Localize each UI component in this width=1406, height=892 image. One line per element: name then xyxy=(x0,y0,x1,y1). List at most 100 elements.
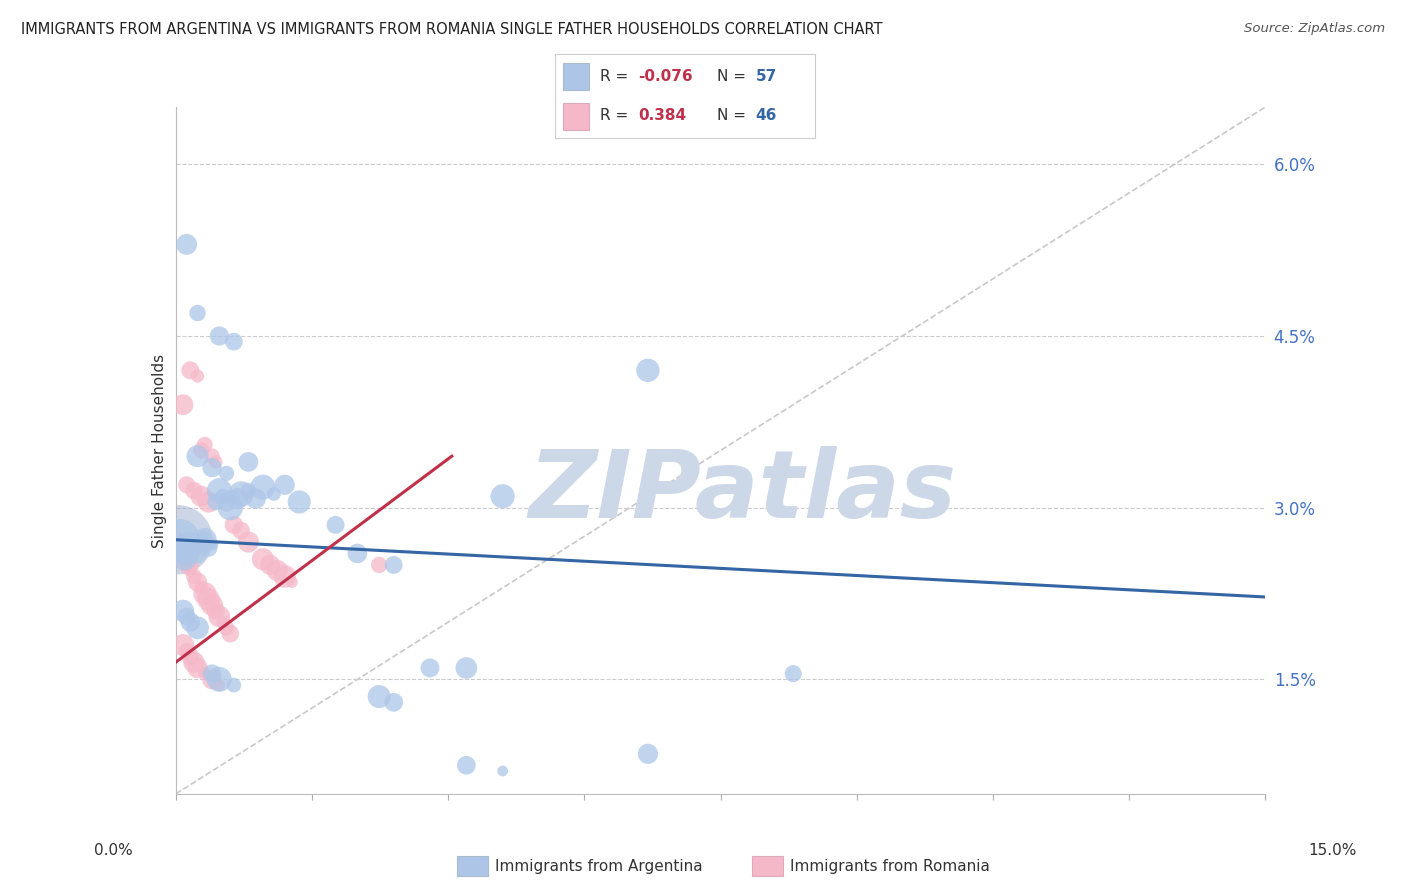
Bar xyxy=(564,103,589,130)
Point xyxy=(208,609,231,624)
Point xyxy=(190,489,212,503)
Point xyxy=(173,552,195,566)
Text: 57: 57 xyxy=(755,69,778,84)
Point xyxy=(201,537,224,551)
Point xyxy=(186,449,209,463)
Point xyxy=(231,524,253,538)
Point xyxy=(222,678,245,692)
Text: N =: N = xyxy=(717,108,751,123)
Point xyxy=(637,363,659,377)
Point xyxy=(215,467,238,481)
Point xyxy=(325,517,347,532)
Point xyxy=(382,695,405,709)
Point xyxy=(208,329,231,343)
Point xyxy=(197,495,219,509)
Point xyxy=(186,306,209,320)
Text: Immigrants from Romania: Immigrants from Romania xyxy=(790,859,990,873)
Text: R =: R = xyxy=(599,69,633,84)
Point xyxy=(183,655,205,669)
Point xyxy=(176,237,198,252)
Text: -0.076: -0.076 xyxy=(638,69,693,84)
Point xyxy=(259,558,281,572)
Point xyxy=(782,666,804,681)
Y-axis label: Single Father Households: Single Father Households xyxy=(152,353,167,548)
Point xyxy=(204,455,226,469)
Point xyxy=(222,517,245,532)
Point xyxy=(208,673,231,687)
Point xyxy=(194,438,217,452)
Point xyxy=(212,489,235,503)
Point xyxy=(172,541,194,555)
Point xyxy=(176,552,198,566)
Point xyxy=(238,483,260,498)
Text: 0.0%: 0.0% xyxy=(94,843,134,858)
Point xyxy=(194,586,217,600)
Point xyxy=(179,363,201,377)
Point xyxy=(172,638,194,652)
Point xyxy=(368,558,391,572)
Point xyxy=(173,546,195,561)
Point xyxy=(179,564,201,578)
Point xyxy=(177,535,200,549)
Point xyxy=(201,666,224,681)
Point xyxy=(219,500,242,515)
Point xyxy=(183,569,205,583)
Point xyxy=(204,604,226,618)
Point xyxy=(212,615,235,630)
Point xyxy=(288,495,311,509)
Point xyxy=(186,661,209,675)
Point xyxy=(194,533,217,547)
Point xyxy=(204,495,226,509)
Text: ZIPatlas: ZIPatlas xyxy=(529,446,956,538)
Point xyxy=(215,495,238,509)
Point xyxy=(263,487,285,501)
Point xyxy=(456,758,478,772)
Bar xyxy=(564,62,589,90)
Point xyxy=(176,478,198,492)
Point xyxy=(201,598,224,612)
Point xyxy=(274,478,297,492)
Text: 46: 46 xyxy=(755,108,778,123)
Point xyxy=(201,460,224,475)
Point xyxy=(238,535,260,549)
Point xyxy=(456,661,478,675)
Point xyxy=(238,455,260,469)
Point xyxy=(179,615,201,630)
Point xyxy=(492,764,515,778)
Point xyxy=(172,546,194,561)
Text: 15.0%: 15.0% xyxy=(1309,843,1357,858)
Point xyxy=(197,592,219,607)
Point xyxy=(186,575,209,590)
Text: IMMIGRANTS FROM ARGENTINA VS IMMIGRANTS FROM ROMANIA SINGLE FATHER HOUSEHOLDS CO: IMMIGRANTS FROM ARGENTINA VS IMMIGRANTS … xyxy=(21,22,883,37)
Point xyxy=(201,449,224,463)
Point xyxy=(346,546,368,561)
Point xyxy=(194,666,217,681)
Point xyxy=(252,480,274,494)
Point xyxy=(222,489,245,503)
Point xyxy=(281,575,304,590)
Point xyxy=(179,537,201,551)
Text: Immigrants from Argentina: Immigrants from Argentina xyxy=(495,859,703,873)
Point xyxy=(167,533,190,547)
Point xyxy=(368,690,391,704)
Point xyxy=(186,621,209,635)
Point xyxy=(274,569,297,583)
Point xyxy=(177,558,200,572)
Point xyxy=(208,483,231,498)
Point xyxy=(186,546,209,561)
Point xyxy=(172,604,194,618)
Point xyxy=(172,398,194,412)
Point xyxy=(176,546,198,561)
Point xyxy=(180,533,202,547)
Text: 0.384: 0.384 xyxy=(638,108,686,123)
Point xyxy=(190,443,212,458)
Point xyxy=(201,673,224,687)
Point xyxy=(492,489,515,503)
Point xyxy=(245,491,267,506)
Point xyxy=(208,678,231,692)
Point xyxy=(176,609,198,624)
Point xyxy=(637,747,659,761)
Point xyxy=(219,626,242,640)
Point xyxy=(179,649,201,664)
Text: R =: R = xyxy=(599,108,633,123)
